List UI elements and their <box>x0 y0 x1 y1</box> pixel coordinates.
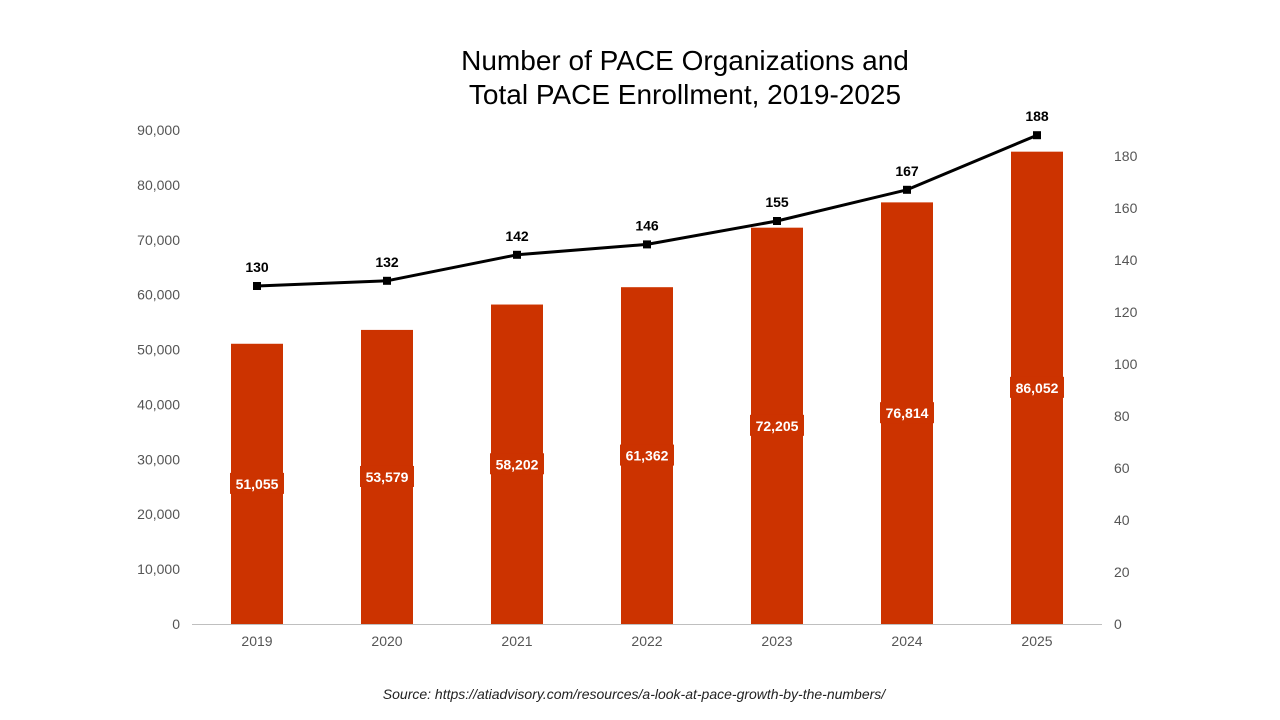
x-tick-label: 2020 <box>371 633 402 649</box>
y-right-tick-label: 100 <box>1114 356 1138 372</box>
y-right-tick-label: 20 <box>1114 564 1130 580</box>
y-left-tick-label: 50,000 <box>137 342 180 358</box>
y-left-tick-label: 10,000 <box>137 561 180 577</box>
line-point <box>773 217 781 225</box>
chart-title-line-2: Total PACE Enrollment, 2019-2025 <box>468 79 902 110</box>
chart-title: Number of PACE Organizations and Total P… <box>285 44 1085 112</box>
y-right-tick-label: 80 <box>1114 408 1130 424</box>
chart-title-line-1: Number of PACE Organizations and <box>461 45 909 76</box>
line-point <box>643 240 651 249</box>
bar-data-label-box <box>620 444 674 466</box>
y-right-tick-label: 60 <box>1114 460 1130 476</box>
line-data-label: 167 <box>895 163 919 179</box>
bar-data-label: 53,579 <box>366 469 409 485</box>
x-tick-label: 2021 <box>501 633 532 649</box>
line-data-label: 132 <box>375 254 399 270</box>
line-point <box>253 282 261 290</box>
x-tick-label: 2022 <box>631 633 662 649</box>
bar-data-label: 51,055 <box>236 476 279 492</box>
y-right-tick-label: 160 <box>1114 200 1138 216</box>
y-left-tick-label: 60,000 <box>137 287 180 303</box>
bar-data-label-box <box>880 402 934 424</box>
y-right-tick-label: 0 <box>1114 616 1122 632</box>
line-point <box>383 276 391 285</box>
line-data-label: 130 <box>245 259 269 275</box>
line-point <box>903 185 911 194</box>
bar-data-label-box <box>750 414 804 436</box>
x-tick-label: 2019 <box>241 633 272 649</box>
y-right-tick-label: 180 <box>1114 148 1138 164</box>
x-tick-label: 2023 <box>761 633 792 649</box>
y-left-tick-label: 90,000 <box>137 122 180 138</box>
y-left-tick-label: 70,000 <box>137 232 180 248</box>
bar-data-label: 86,052 <box>1016 380 1059 396</box>
line-point <box>513 250 521 259</box>
bar-data-label: 76,814 <box>886 405 929 421</box>
line-data-label: 146 <box>635 217 659 233</box>
bar-data-label-box <box>490 453 544 475</box>
y-left-tick-label: 30,000 <box>137 451 180 467</box>
y-left-tick-label: 40,000 <box>137 396 180 412</box>
bar-data-label: 61,362 <box>626 448 669 464</box>
bar-data-label: 58,202 <box>496 456 539 472</box>
y-right-tick-label: 140 <box>1114 252 1138 268</box>
bar-data-label: 72,205 <box>756 418 799 434</box>
line-data-label: 142 <box>505 228 529 244</box>
line-data-label: 155 <box>765 194 789 210</box>
y-left-tick-label: 80,000 <box>137 177 180 193</box>
x-tick-label: 2025 <box>1021 633 1052 649</box>
bar-data-label-box <box>1010 376 1064 398</box>
y-left-tick-label: 0 <box>172 616 180 632</box>
bar-data-label-box <box>360 465 414 487</box>
y-right-tick-label: 40 <box>1114 512 1130 528</box>
y-right-tick-label: 120 <box>1114 304 1138 320</box>
line-data-label: 188 <box>1025 108 1049 124</box>
source-note: Source: https://atiadvisory.com/resource… <box>382 686 886 702</box>
line-point <box>1033 131 1041 140</box>
x-tick-label: 2024 <box>891 633 922 649</box>
y-left-tick-label: 20,000 <box>137 506 180 522</box>
bar-data-label-box <box>230 472 284 494</box>
